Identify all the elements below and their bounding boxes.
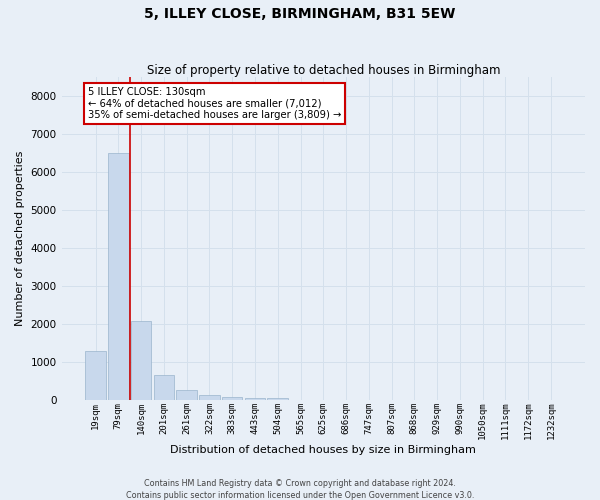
Y-axis label: Number of detached properties: Number of detached properties: [15, 151, 25, 326]
Bar: [199, 394, 220, 400]
Bar: [85, 351, 106, 401]
Bar: [154, 376, 174, 400]
Bar: [131, 322, 151, 400]
Bar: [108, 153, 128, 400]
Bar: [245, 398, 265, 400]
X-axis label: Distribution of detached houses by size in Birmingham: Distribution of detached houses by size …: [170, 445, 476, 455]
Bar: [222, 396, 242, 400]
Title: Size of property relative to detached houses in Birmingham: Size of property relative to detached ho…: [146, 64, 500, 77]
Text: 5 ILLEY CLOSE: 130sqm
← 64% of detached houses are smaller (7,012)
35% of semi-d: 5 ILLEY CLOSE: 130sqm ← 64% of detached …: [88, 86, 341, 120]
Text: 5, ILLEY CLOSE, BIRMINGHAM, B31 5EW: 5, ILLEY CLOSE, BIRMINGHAM, B31 5EW: [145, 8, 455, 22]
Text: Contains HM Land Registry data © Crown copyright and database right 2024.
Contai: Contains HM Land Registry data © Crown c…: [126, 478, 474, 500]
Bar: [176, 390, 197, 400]
Bar: [268, 398, 288, 400]
